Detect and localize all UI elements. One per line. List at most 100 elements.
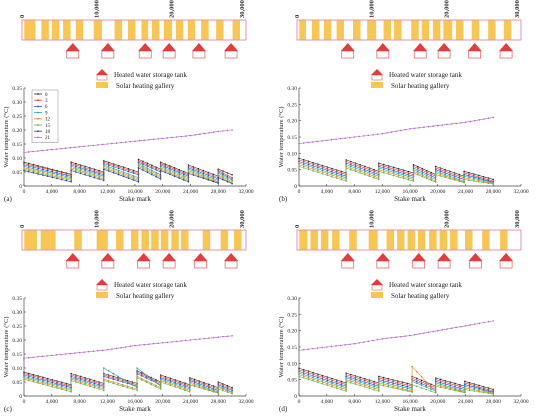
series-point xyxy=(74,146,76,149)
series-point xyxy=(468,171,470,174)
series-point xyxy=(182,173,185,176)
series-point xyxy=(473,176,475,178)
series-point xyxy=(453,179,456,181)
series-point xyxy=(307,378,310,381)
series-point xyxy=(317,376,319,379)
series-point xyxy=(382,384,385,387)
series-point xyxy=(145,380,148,382)
series-point xyxy=(27,375,30,378)
tank-body xyxy=(101,260,115,269)
series-point xyxy=(136,367,138,369)
tank-roof xyxy=(162,253,177,261)
series-point xyxy=(187,169,190,172)
series-point xyxy=(70,377,72,379)
series-point xyxy=(179,387,181,390)
series-point xyxy=(477,179,480,182)
series-point xyxy=(354,380,357,382)
series-point xyxy=(459,385,461,388)
series-point xyxy=(458,177,461,179)
series-point xyxy=(89,168,91,170)
series-point xyxy=(373,385,375,388)
series-point xyxy=(98,388,100,390)
series-point xyxy=(84,379,86,382)
series-point xyxy=(137,162,140,165)
series-point xyxy=(395,130,397,133)
series-point xyxy=(32,166,35,169)
series-point xyxy=(132,177,135,180)
series-point xyxy=(425,173,428,175)
series-point xyxy=(434,172,437,174)
series-point xyxy=(298,349,300,352)
series-point xyxy=(117,166,120,168)
tank-roof xyxy=(467,43,482,51)
series-point xyxy=(159,388,162,390)
series-point xyxy=(397,385,399,387)
series-point xyxy=(436,329,439,332)
series-point xyxy=(202,177,205,180)
series-point xyxy=(93,171,96,173)
tank-roof xyxy=(224,43,239,51)
series-point xyxy=(377,378,380,381)
series-point xyxy=(434,170,437,173)
solar-gallery xyxy=(439,230,448,250)
series-point xyxy=(51,172,54,174)
x-tick-label: 28,000 xyxy=(211,189,226,195)
series-point xyxy=(56,177,58,180)
series-point xyxy=(126,381,129,383)
plot-a: 00.050.100.150.200.250.300.350 4,000 8,000… xyxy=(3,86,254,203)
series-point xyxy=(364,377,366,380)
series-point xyxy=(464,387,466,389)
series-point xyxy=(27,378,30,380)
series-point xyxy=(415,382,418,385)
tank-roof xyxy=(375,253,390,261)
tank-roof xyxy=(437,43,452,51)
series-point xyxy=(89,171,91,173)
series-point xyxy=(179,384,181,387)
y-tick-label: 0 xyxy=(19,394,22,400)
series-point xyxy=(79,172,82,175)
series-point xyxy=(381,132,384,135)
series-point xyxy=(417,172,419,175)
series-point xyxy=(325,346,328,348)
series-point xyxy=(42,170,44,172)
series-point xyxy=(368,384,371,386)
series-point xyxy=(124,141,127,143)
series-point xyxy=(46,149,48,151)
tank-body xyxy=(162,260,176,269)
y-tick-label: 0.05 xyxy=(287,168,297,174)
legend-tank-body xyxy=(96,284,108,291)
series-point xyxy=(102,167,105,169)
series-point xyxy=(307,375,310,377)
series-point xyxy=(417,169,419,171)
series-point xyxy=(335,379,338,381)
mileage-label: 0 xyxy=(19,225,26,228)
series-point xyxy=(373,384,375,386)
series-point xyxy=(89,167,91,169)
series-point xyxy=(373,387,375,389)
solar-gallery xyxy=(349,230,357,250)
series-point xyxy=(182,170,185,173)
series-point xyxy=(93,385,96,387)
series-line xyxy=(23,370,233,389)
series-point xyxy=(326,171,329,173)
x-axis-label: Stake mark xyxy=(119,405,151,413)
series-point xyxy=(387,170,390,172)
series-point xyxy=(317,169,319,172)
y-tick-label: 0.25 xyxy=(12,114,22,120)
solar-gallery xyxy=(311,20,320,40)
series-point xyxy=(321,379,324,382)
series-point xyxy=(473,386,476,388)
series-point xyxy=(23,357,25,359)
series-point xyxy=(377,382,380,384)
series-point xyxy=(23,371,25,373)
series-point xyxy=(335,385,338,388)
series-point xyxy=(404,335,407,337)
series-point xyxy=(464,324,467,327)
series-point xyxy=(482,181,485,184)
series-point xyxy=(434,382,437,384)
series-point xyxy=(420,387,423,389)
series-point xyxy=(382,170,385,172)
series-point xyxy=(312,168,314,170)
series-point xyxy=(222,130,224,132)
series-point xyxy=(60,174,63,177)
